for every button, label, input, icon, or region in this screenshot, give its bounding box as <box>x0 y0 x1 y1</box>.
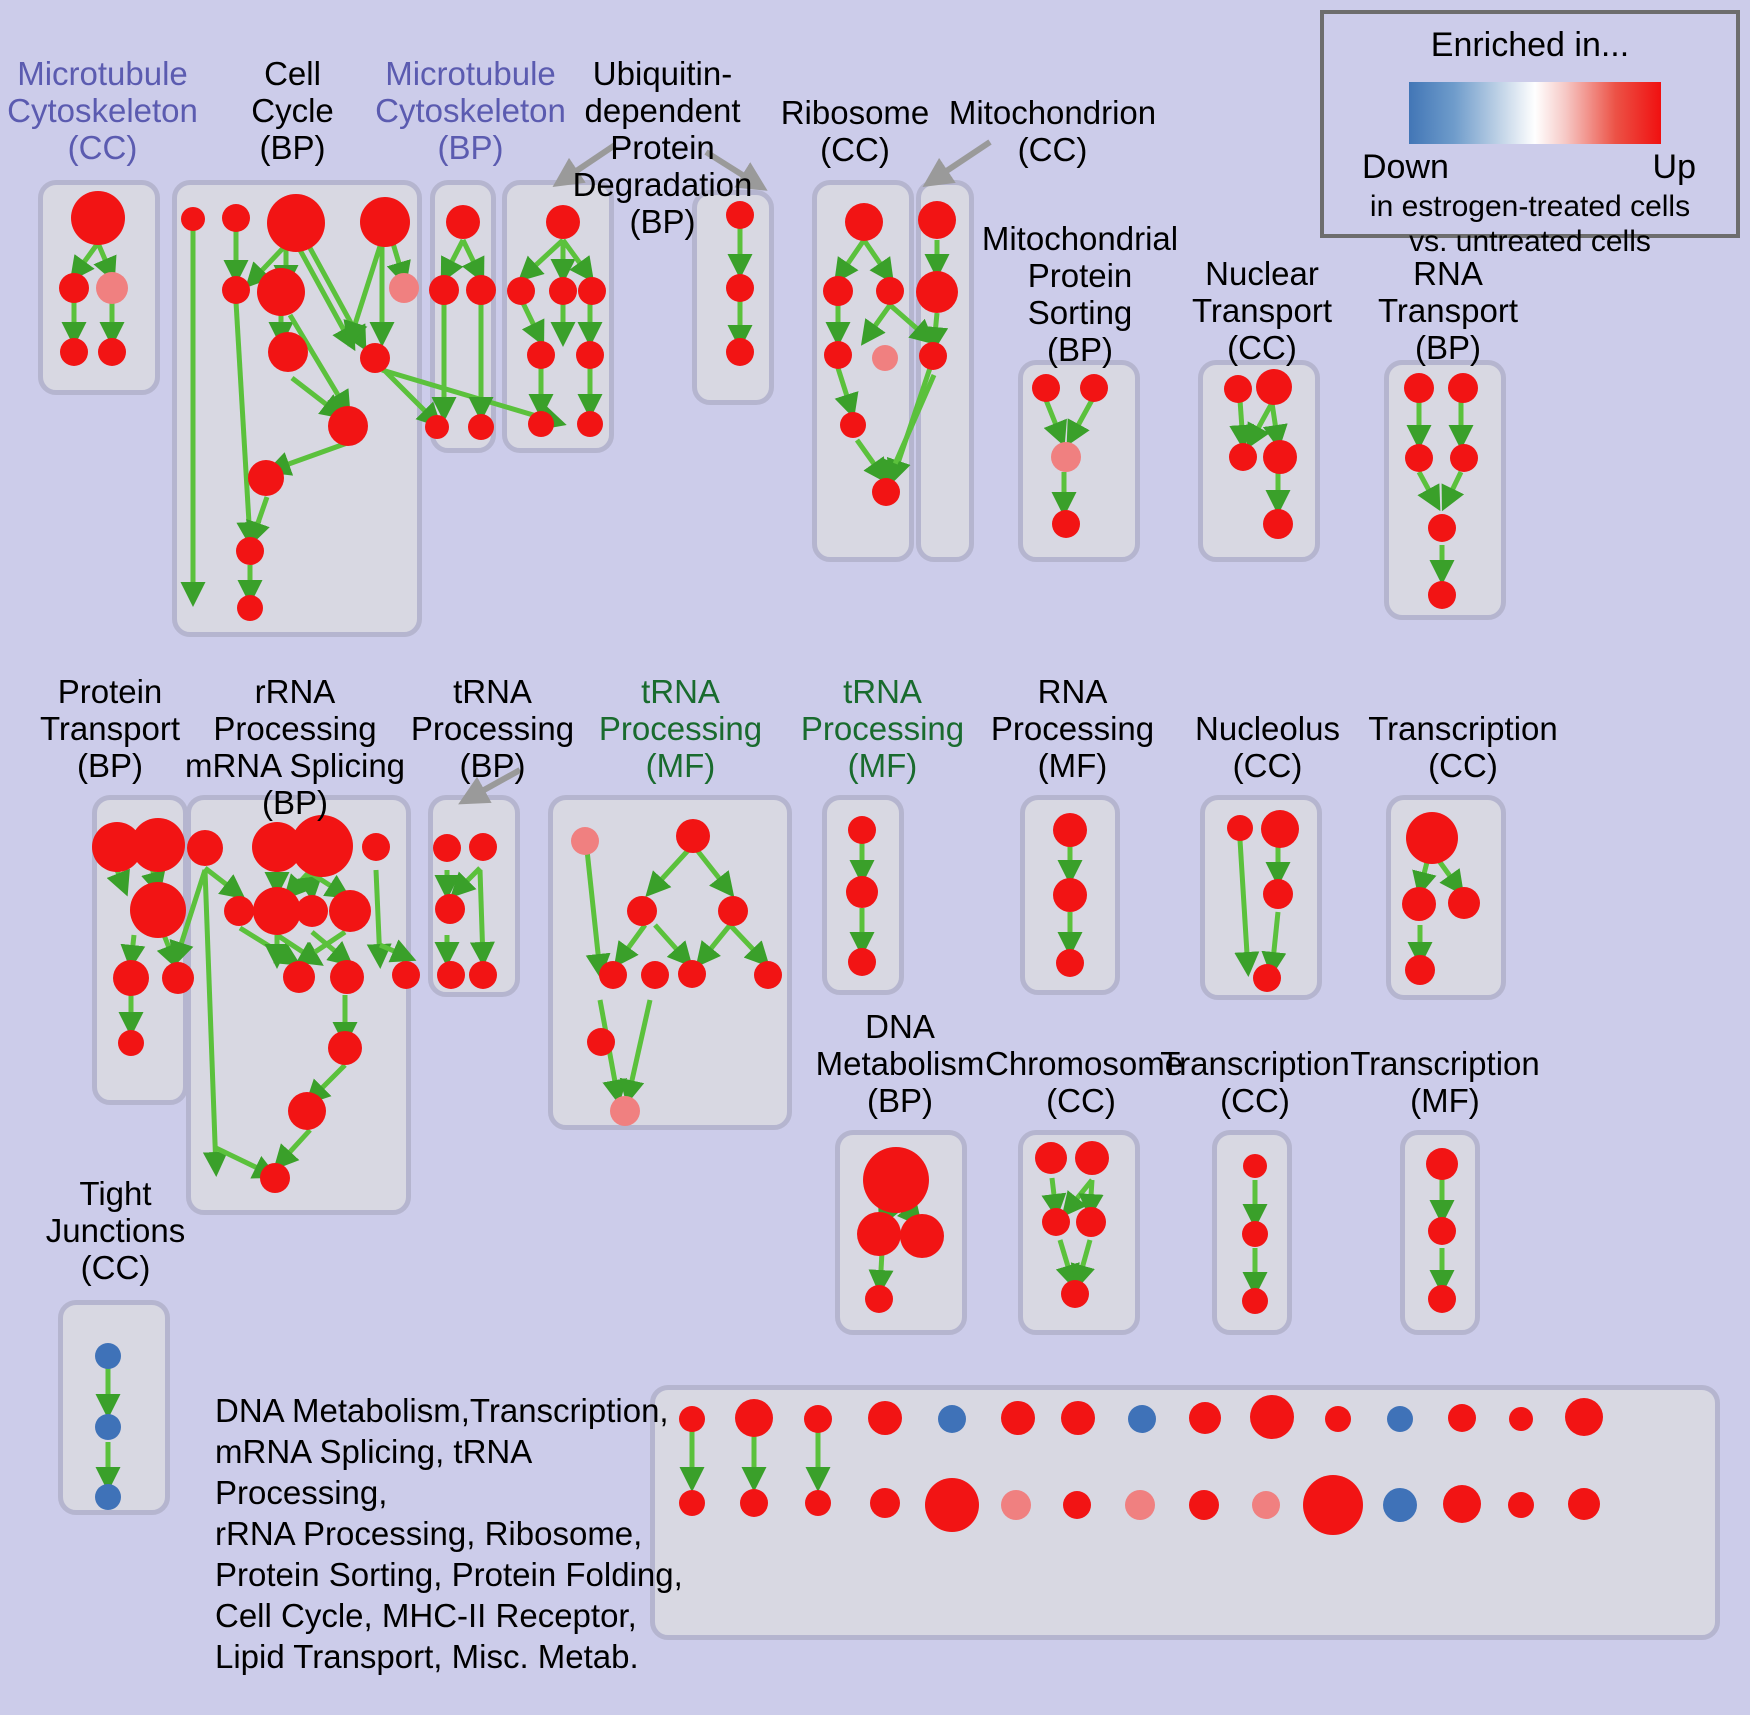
cluster-box-transcription-cc[interactable] <box>1212 1130 1292 1335</box>
cluster-box-rna-transport-bp[interactable] <box>1384 360 1506 620</box>
legend-title: Enriched in... <box>1430 26 1630 64</box>
label-transcription-mf: Transcription (MF) <box>1350 1045 1540 1119</box>
cluster-box-mitochondrial-protein-sorting-bp[interactable] <box>1018 360 1140 562</box>
cluster-box-transcription-mf[interactable] <box>1400 1130 1480 1335</box>
cluster-box-nuclear-transport-cc[interactable] <box>1198 360 1320 562</box>
label-rna-processing-mf: RNA Processing (MF) <box>990 673 1155 784</box>
misc-category-list: DNA Metabolism,Transcription, mRNA Splic… <box>215 1390 695 1677</box>
label-rrna-processing-mrna-splicing-bp: rRNA Processing mRNA Splicing (BP) <box>184 673 406 821</box>
cluster-box-ribosome-cc[interactable] <box>812 180 914 562</box>
label-transcription-cc: Transcription (CC) <box>1160 1045 1350 1119</box>
cluster-box-microtubule-cytoskeleton-cc[interactable] <box>38 180 160 395</box>
misc-line-3: rRNA Processing, Ribosome, <box>215 1515 643 1552</box>
label-mitochondrial-protein-sorting-bp: Mitochondrial Protein Sorting (BP) <box>981 220 1179 368</box>
misc-line-2: mRNA Splicing, tRNA Processing, <box>215 1433 531 1511</box>
legend-subtitle-line1: in estrogen-treated cells <box>1369 190 1691 223</box>
cluster-box-transcription-cc-right[interactable] <box>1386 795 1506 1000</box>
label-tight-junctions-cc: Tight Junctions (CC) <box>45 1175 186 1286</box>
label-rna-transport-bp: RNA Transport (BP) <box>1378 255 1518 366</box>
cluster-box-tight-junctions-cc[interactable] <box>58 1300 170 1515</box>
misc-line-4: Protein Sorting, Protein Folding, <box>215 1556 683 1593</box>
label-microtubule-cytoskeleton-bp: Microtubule Cytoskeleton (BP) <box>375 55 566 166</box>
cluster-box-nucleolus-cc[interactable] <box>1200 795 1322 1000</box>
label-dna-metabolism-bp: DNA Metabolism (BP) <box>815 1008 985 1119</box>
label-transcription-cc-right: Transcription (CC) <box>1368 710 1558 784</box>
label-nucleolus-cc: Nucleolus (CC) <box>1195 710 1340 784</box>
cluster-box-trna-processing-mf-large[interactable] <box>548 795 792 1130</box>
label-nuclear-transport-cc: Nuclear Transport (CC) <box>1192 255 1332 366</box>
cluster-box-protein-transport-bp[interactable] <box>92 795 188 1105</box>
label-microtubule-cytoskeleton-cc: Microtubule Cytoskeleton (CC) <box>7 55 198 166</box>
legend-low-label: Down <box>1362 148 1449 186</box>
legend-color-gradient <box>1409 82 1661 144</box>
cluster-box-cell-cycle-bp[interactable] <box>172 180 422 637</box>
legend-subtitle-line2: vs. untreated cells <box>1409 225 1651 258</box>
label-trna-processing-bp: tRNA Processing (BP) <box>410 673 575 784</box>
label-cell-cycle-bp: Cell Cycle (BP) <box>251 55 334 166</box>
label-mitochondrion-cc: Mitochondrion (CC) <box>948 94 1157 168</box>
misc-line-6: Lipid Transport, Misc. Metab. <box>215 1638 639 1675</box>
label-ribosome-cc: Ribosome (CC) <box>780 94 930 168</box>
label-protein-transport-bp: Protein Transport (BP) <box>40 673 180 784</box>
misc-line-5: Cell Cycle, MHC-II Receptor, <box>215 1597 637 1634</box>
cluster-box-chromosome-cc[interactable] <box>1018 1130 1140 1335</box>
legend-panel: Enriched in... Down Up in estrogen-treat… <box>1320 10 1740 258</box>
cluster-box-dna-metabolism-bp[interactable] <box>835 1130 967 1335</box>
label-trna-processing-mf-2: tRNA Processing (MF) <box>800 673 965 784</box>
cluster-box-trna-processing-bp[interactable] <box>428 795 520 997</box>
label-trna-processing-mf-1: tRNA Processing (MF) <box>598 673 763 784</box>
cluster-box-microtubule-cytoskeleton-bp[interactable] <box>430 180 496 453</box>
label-ubiquitin-dependent-protein-degradation-bp: Ubiquitin- dependent Protein Degradation… <box>572 55 753 240</box>
cluster-box-rrna-mrna-splicing-bp[interactable] <box>186 795 411 1215</box>
cluster-box-rna-processing-mf[interactable] <box>1020 795 1120 995</box>
cluster-box-trna-processing-mf-small[interactable] <box>822 795 904 995</box>
cluster-box-misc-wide[interactable] <box>650 1385 1720 1640</box>
legend-high-label: Up <box>1652 148 1696 186</box>
label-chromosome-cc: Chromosome (CC) <box>985 1045 1184 1119</box>
misc-line-1: DNA Metabolism,Transcription, <box>215 1392 669 1429</box>
